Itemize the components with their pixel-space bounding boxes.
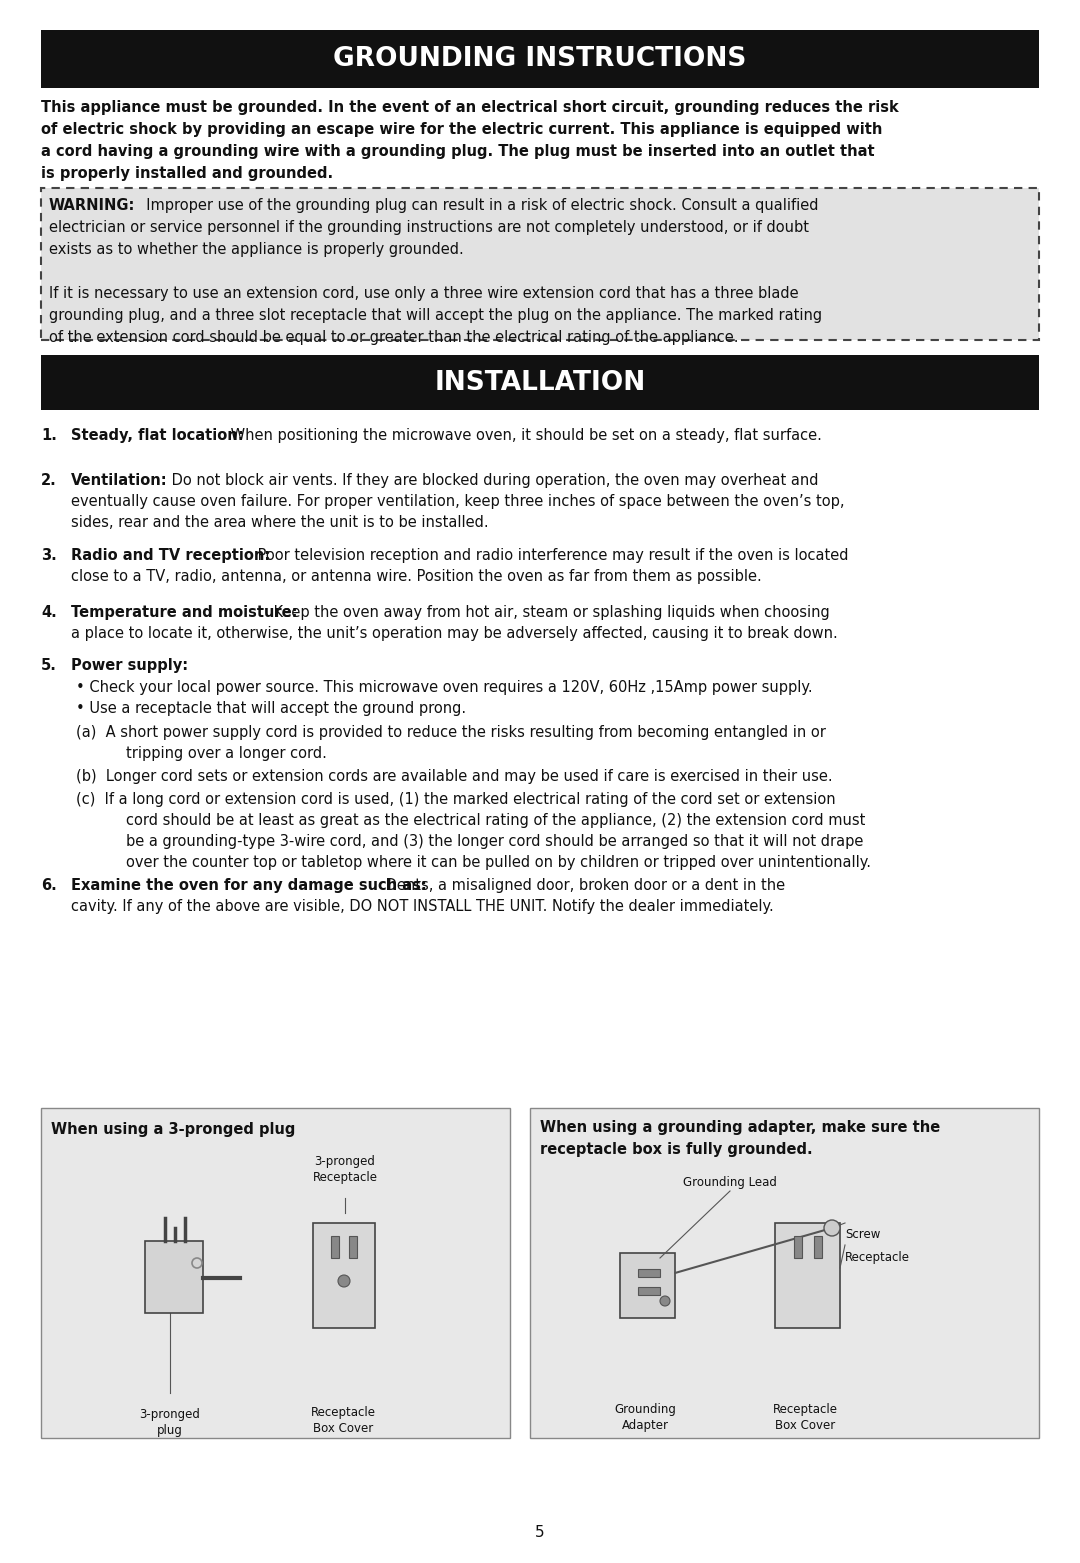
Text: electrician or service personnel if the grounding instructions are not completel: electrician or service personnel if the …	[49, 220, 809, 234]
Bar	[620, 1254, 675, 1318]
Text: Receptacle
Box Cover: Receptacle Box Cover	[311, 1407, 376, 1435]
Text: a place to locate it, otherwise, the unit’s operation may be adversely affected,: a place to locate it, otherwise, the uni…	[71, 627, 838, 641]
Text: • Use a receptacle that will accept the ground prong.: • Use a receptacle that will accept the …	[76, 700, 467, 716]
Text: 3.: 3.	[41, 549, 57, 563]
Text: Improper use of the grounding plug can result in a risk of electric shock. Consu: Improper use of the grounding plug can r…	[137, 199, 819, 213]
Bar	[349, 1236, 357, 1258]
Text: grounding plug, and a three slot receptacle that will accept the plug on the app: grounding plug, and a three slot recepta…	[49, 308, 822, 324]
Text: Poor television reception and radio interference may result if the oven is locat: Poor television reception and radio inte…	[253, 549, 849, 563]
Text: cavity. If any of the above are visible, DO NOT INSTALL THE UNIT. Notify the dea: cavity. If any of the above are visible,…	[71, 899, 773, 914]
Bar	[775, 1222, 840, 1329]
Text: Power supply:: Power supply:	[71, 658, 188, 674]
Circle shape	[824, 1221, 840, 1236]
Text: When using a 3-pronged plug: When using a 3-pronged plug	[51, 1122, 295, 1136]
Bar	[145, 1241, 203, 1313]
Bar	[330, 1236, 339, 1258]
Bar	[530, 1108, 1039, 1438]
Text: Do not block air vents. If they are blocked during operation, the oven may overh: Do not block air vents. If they are bloc…	[167, 474, 819, 488]
Text: Examine the oven for any damage such as:: Examine the oven for any damage such as:	[71, 878, 427, 892]
Bar	[41, 188, 1039, 341]
Text: (b)  Longer cord sets or extension cords are available and may be used if care i: (b) Longer cord sets or extension cords …	[76, 769, 833, 785]
Circle shape	[338, 1275, 350, 1286]
Bar	[638, 1286, 660, 1296]
Text: receptacle box is fully grounded.: receptacle box is fully grounded.	[540, 1143, 812, 1157]
Text: sides, rear and the area where the unit is to be installed.: sides, rear and the area where the unit …	[71, 514, 488, 530]
Text: is properly installed and grounded.: is properly installed and grounded.	[41, 166, 333, 181]
Bar	[41, 30, 1039, 88]
Text: Steady, flat location:: Steady, flat location:	[71, 428, 244, 442]
Text: a cord having a grounding wire with a grounding plug. The plug must be inserted : a cord having a grounding wire with a gr…	[41, 144, 875, 159]
Text: Dents, a misaligned door, broken door or a dent in the: Dents, a misaligned door, broken door or…	[381, 878, 785, 892]
Text: 5.: 5.	[41, 658, 57, 674]
Text: 5: 5	[536, 1525, 544, 1540]
Text: of the extension cord should be equal to or greater than the electrical rating o: of the extension cord should be equal to…	[49, 330, 739, 345]
Text: cord should be at least as great as the electrical rating of the appliance, (2) : cord should be at least as great as the …	[126, 813, 865, 828]
Text: eventually cause oven failure. For proper ventilation, keep three inches of spac: eventually cause oven failure. For prope…	[71, 494, 845, 510]
Text: Screw: Screw	[845, 1229, 880, 1241]
Text: 3-pronged
Receptacle: 3-pronged Receptacle	[312, 1155, 378, 1185]
Text: be a grounding-type 3-wire cord, and (3) the longer cord should be arranged so t: be a grounding-type 3-wire cord, and (3)…	[126, 835, 863, 849]
Text: Receptacle
Box Cover: Receptacle Box Cover	[772, 1404, 837, 1432]
Text: Radio and TV reception:: Radio and TV reception:	[71, 549, 270, 563]
Text: INSTALLATION: INSTALLATION	[434, 369, 646, 395]
Text: Receptacle: Receptacle	[845, 1250, 910, 1264]
Text: over the counter top or tabletop where it can be pulled on by children or trippe: over the counter top or tabletop where i…	[126, 855, 870, 871]
Text: This appliance must be grounded. In the event of an electrical short circuit, gr: This appliance must be grounded. In the …	[41, 100, 899, 116]
Bar	[794, 1236, 802, 1258]
Text: 1.: 1.	[41, 428, 57, 442]
Text: Grounding Lead: Grounding Lead	[683, 1175, 777, 1189]
Circle shape	[660, 1296, 670, 1307]
Text: tripping over a longer cord.: tripping over a longer cord.	[126, 746, 327, 761]
Text: WARNING:: WARNING:	[49, 199, 135, 213]
Text: When using a grounding adapter, make sure the: When using a grounding adapter, make sur…	[540, 1121, 941, 1135]
Text: (c)  If a long cord or extension cord is used, (1) the marked electrical rating : (c) If a long cord or extension cord is …	[76, 792, 836, 807]
Text: Ventilation:: Ventilation:	[71, 474, 167, 488]
Text: 3-pronged
plug: 3-pronged plug	[139, 1408, 201, 1436]
Text: Grounding
Adapter: Grounding Adapter	[615, 1404, 676, 1432]
Text: Keep the oven away from hot air, steam or splashing liquids when choosing: Keep the oven away from hot air, steam o…	[269, 605, 829, 621]
Bar	[41, 188, 1039, 341]
Text: 4.: 4.	[41, 605, 57, 621]
Bar	[313, 1222, 375, 1329]
Bar	[41, 1108, 510, 1438]
Text: • Check your local power source. This microwave oven requires a 120V, 60Hz ,15Am: • Check your local power source. This mi…	[76, 680, 812, 696]
Bar	[638, 1269, 660, 1277]
Text: close to a TV, radio, antenna, or antenna wire. Position the oven as far from th: close to a TV, radio, antenna, or antenn…	[71, 569, 761, 585]
Text: (a)  A short power supply cord is provided to reduce the risks resulting from be: (a) A short power supply cord is provide…	[76, 725, 826, 739]
Text: If it is necessary to use an extension cord, use only a three wire extension cor: If it is necessary to use an extension c…	[49, 286, 798, 302]
Text: GROUNDING INSTRUCTIONS: GROUNDING INSTRUCTIONS	[334, 45, 746, 72]
Bar	[41, 355, 1039, 410]
Text: of electric shock by providing an escape wire for the electric current. This app: of electric shock by providing an escape…	[41, 122, 882, 138]
Bar	[814, 1236, 822, 1258]
Text: When positioning the microwave oven, it should be set on a steady, flat surface.: When positioning the microwave oven, it …	[226, 428, 822, 442]
Text: 6.: 6.	[41, 878, 57, 892]
Text: 2.: 2.	[41, 474, 57, 488]
Text: Temperature and moisture:: Temperature and moisture:	[71, 605, 297, 621]
Text: exists as to whether the appliance is properly grounded.: exists as to whether the appliance is pr…	[49, 242, 463, 256]
